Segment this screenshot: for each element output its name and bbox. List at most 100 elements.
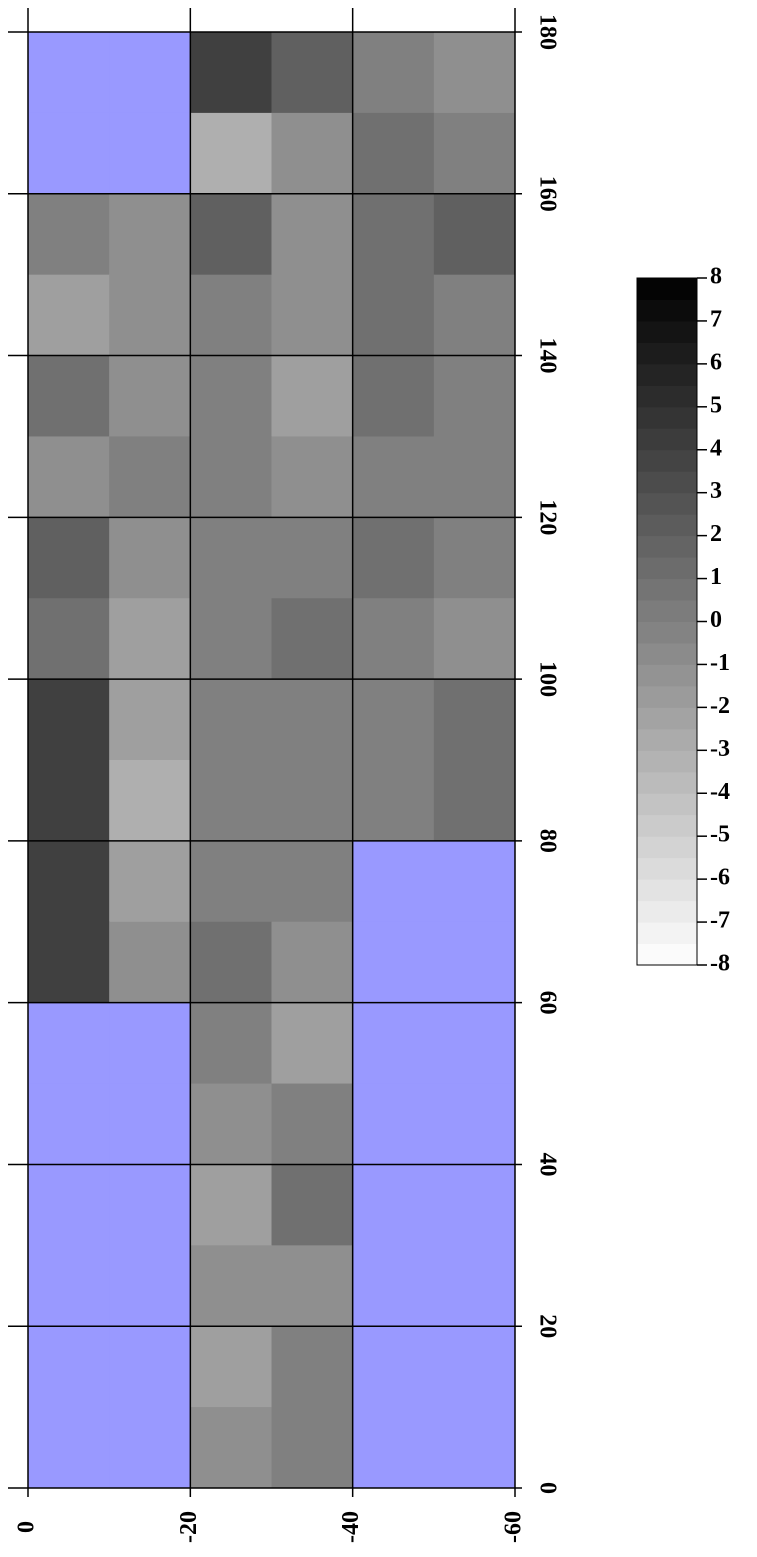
heat-cell bbox=[190, 760, 272, 842]
colorbar-tick-label: -2 bbox=[710, 693, 730, 719]
no-data-cell bbox=[433, 921, 516, 1004]
no-data-cell bbox=[28, 32, 110, 114]
colorbar-tick-label: 1 bbox=[710, 564, 722, 590]
no-data-cell bbox=[433, 1326, 516, 1408]
heat-cell bbox=[352, 679, 435, 761]
colorbar-step bbox=[637, 578, 697, 601]
colorbar-step bbox=[637, 363, 697, 386]
colorbar-step bbox=[637, 922, 697, 945]
heat-cell bbox=[433, 679, 516, 761]
heat-cell bbox=[271, 679, 354, 761]
heat-cell bbox=[190, 1164, 272, 1246]
colorbar-step bbox=[637, 750, 697, 773]
heat-cell bbox=[28, 760, 110, 842]
heat-cell bbox=[190, 355, 272, 437]
no-data-cell bbox=[352, 1002, 435, 1085]
heat-cell bbox=[433, 274, 516, 357]
colorbar-step bbox=[637, 342, 697, 365]
heat-cell bbox=[28, 840, 110, 923]
no-data-cell bbox=[352, 1326, 435, 1408]
heat-cell bbox=[433, 112, 516, 195]
y-tick-label: 100 bbox=[534, 661, 560, 697]
heat-cell bbox=[190, 436, 272, 518]
heat-cell bbox=[190, 921, 272, 1004]
colorbar-step bbox=[637, 728, 697, 751]
colorbar-step bbox=[637, 642, 697, 665]
colorbar-step bbox=[637, 535, 697, 558]
heat-cell bbox=[28, 355, 110, 437]
heat-cell bbox=[352, 112, 435, 195]
heat-cell bbox=[109, 598, 191, 680]
colorbar-tick-label: 6 bbox=[710, 349, 722, 375]
no-data-cell bbox=[109, 1326, 191, 1408]
colorbar-tick-label: -8 bbox=[710, 951, 730, 977]
heat-cell bbox=[433, 598, 516, 680]
y-tick-label: 140 bbox=[534, 338, 560, 374]
colorbar-step bbox=[637, 621, 697, 644]
no-data-cell bbox=[28, 1326, 110, 1408]
no-data-cell bbox=[28, 1083, 110, 1165]
colorbar-step bbox=[637, 320, 697, 343]
heat-cell bbox=[271, 193, 354, 276]
heat-cell bbox=[190, 274, 272, 357]
colorbar-tick-label: -3 bbox=[710, 736, 730, 762]
heat-cell bbox=[109, 355, 191, 437]
no-data-cell bbox=[433, 1245, 516, 1327]
no-data-cell bbox=[109, 112, 191, 195]
heat-cell bbox=[190, 517, 272, 599]
heat-cell bbox=[271, 1407, 354, 1489]
no-data-cell bbox=[433, 840, 516, 923]
heat-cell bbox=[352, 517, 435, 599]
heat-cell bbox=[433, 32, 516, 114]
no-data-cell bbox=[433, 1164, 516, 1246]
heat-cell bbox=[109, 840, 191, 923]
heat-cell bbox=[271, 517, 354, 599]
no-data-cell bbox=[109, 32, 191, 114]
heat-cell bbox=[28, 274, 110, 357]
heat-cell bbox=[190, 598, 272, 680]
x-tick-label: 0 bbox=[14, 1521, 40, 1533]
no-data-cell bbox=[28, 1164, 110, 1246]
colorbar-tick-label: 0 bbox=[710, 607, 722, 633]
colorbar-step bbox=[637, 879, 697, 902]
heat-cell bbox=[352, 436, 435, 518]
heat-cell bbox=[190, 112, 272, 195]
heat-cell bbox=[352, 355, 435, 437]
colorbar-step bbox=[637, 857, 697, 880]
no-data-cell bbox=[352, 1083, 435, 1165]
heat-cell bbox=[352, 598, 435, 680]
colorbar-step bbox=[637, 771, 697, 794]
no-data-cell bbox=[28, 112, 110, 195]
no-data-cell bbox=[28, 1245, 110, 1327]
colorbar-tick-label: -4 bbox=[710, 779, 730, 805]
heat-cell bbox=[190, 1245, 272, 1327]
colorbar-step bbox=[637, 449, 697, 472]
heat-cell bbox=[271, 1326, 354, 1408]
colorbar-tick-label: 2 bbox=[710, 521, 722, 547]
no-data-cell bbox=[109, 1002, 191, 1085]
colorbar-tick-label: -5 bbox=[710, 822, 730, 848]
heat-cell bbox=[352, 193, 435, 276]
colorbar-step bbox=[637, 514, 697, 537]
heat-cell bbox=[28, 193, 110, 276]
heat-cell bbox=[109, 679, 191, 761]
heat-cell bbox=[271, 355, 354, 437]
colorbar-step bbox=[637, 900, 697, 923]
heat-cell bbox=[28, 436, 110, 518]
colorbar-step bbox=[637, 600, 697, 622]
no-data-cell bbox=[433, 1407, 516, 1489]
colorbar-step bbox=[637, 836, 697, 859]
heat-cell bbox=[190, 840, 272, 923]
heat-cell bbox=[109, 921, 191, 1004]
heat-cell bbox=[271, 1164, 354, 1246]
x-tick-label: -60 bbox=[501, 1511, 527, 1543]
heat-cell bbox=[433, 355, 516, 437]
no-data-cell bbox=[28, 1407, 110, 1489]
colorbar-step bbox=[637, 685, 697, 708]
colorbar-tick-label: 5 bbox=[710, 392, 722, 418]
y-tick-label: 40 bbox=[534, 1152, 560, 1176]
heat-cell bbox=[352, 32, 435, 114]
colorbar-step bbox=[637, 278, 697, 300]
colorbar-step bbox=[637, 793, 697, 816]
